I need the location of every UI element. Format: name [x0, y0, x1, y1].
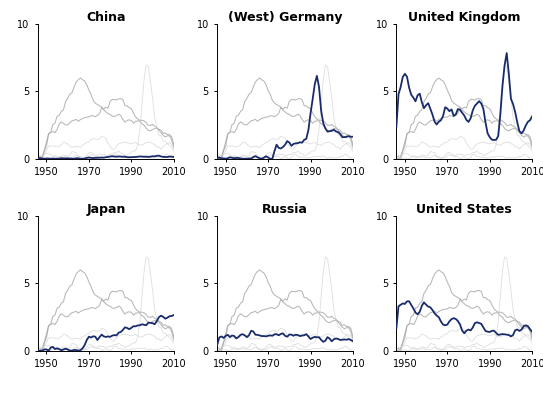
- Title: China: China: [86, 11, 125, 24]
- Title: (West) Germany: (West) Germany: [228, 11, 342, 24]
- Title: United Kingdom: United Kingdom: [408, 11, 521, 24]
- Title: Japan: Japan: [86, 203, 125, 216]
- Title: United States: United States: [416, 203, 512, 216]
- Title: Russia: Russia: [262, 203, 308, 216]
